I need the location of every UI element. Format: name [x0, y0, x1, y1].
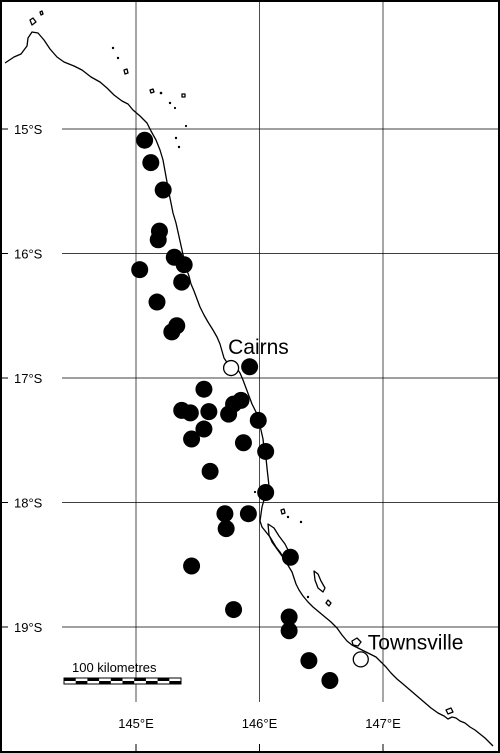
- site-marker: [280, 608, 298, 626]
- site-marker: [217, 520, 235, 538]
- lat-label: 19°S: [14, 620, 43, 635]
- site-marker: [173, 273, 191, 291]
- scale-segment: [145, 681, 158, 684]
- scale-segment: [99, 681, 111, 684]
- island-magnetic: [351, 637, 362, 647]
- site-marker: [321, 672, 339, 690]
- site-marker: [131, 261, 149, 279]
- site-marker: [220, 405, 238, 423]
- site-marker: [136, 131, 154, 149]
- island-north-3: [123, 68, 129, 75]
- graticule: [62, 1, 499, 702]
- site-marker: [281, 548, 299, 566]
- site-marker: [200, 403, 218, 421]
- towns: Cairns Townsville: [222, 336, 464, 668]
- island-dunk: [280, 508, 286, 515]
- town-marker: [222, 359, 240, 377]
- scale-bar-label: 100 kilometres: [72, 660, 157, 675]
- site-marker: [183, 430, 201, 448]
- scale-segment: [122, 681, 135, 684]
- scale-segment: [64, 678, 76, 681]
- lat-label: 15°S: [14, 122, 43, 137]
- lat-label: 16°S: [14, 247, 43, 262]
- scale-segment: [169, 681, 181, 684]
- island-small-1: [325, 599, 332, 607]
- scale-segment: [157, 678, 170, 681]
- island-north-2: [39, 10, 44, 16]
- site-marker: [216, 505, 234, 523]
- site-marker: [195, 420, 213, 438]
- site-marker: [239, 505, 257, 523]
- sampling-sites: [131, 131, 339, 690]
- site-marker: [154, 181, 172, 199]
- site-marker: [183, 557, 201, 575]
- site-marker: [257, 442, 275, 460]
- lon-label: 145°E: [118, 716, 154, 731]
- town-label: Townsville: [368, 631, 464, 654]
- site-marker: [241, 358, 259, 376]
- site-marker: [201, 462, 219, 480]
- town-marker: [352, 651, 369, 668]
- site-marker: [163, 323, 181, 341]
- town-label: Cairns: [228, 336, 289, 359]
- site-marker: [175, 256, 193, 274]
- lon-label: 146°E: [242, 716, 278, 731]
- island-north-5: [181, 93, 186, 98]
- scale-segment: [87, 678, 100, 681]
- site-marker: [149, 231, 167, 249]
- site-marker: [225, 601, 243, 619]
- site-marker: [195, 380, 213, 398]
- scale-segment: [75, 681, 88, 684]
- scale-segment: [110, 678, 123, 681]
- island-palm: [313, 570, 326, 593]
- site-marker: [300, 652, 318, 670]
- coastline-path: [4, 31, 494, 747]
- site-marker: [234, 434, 252, 452]
- lon-label: 147°E: [365, 716, 401, 731]
- lat-label: 18°S: [14, 496, 43, 511]
- site-marker: [142, 154, 160, 172]
- island-north-1: [29, 17, 37, 26]
- site-marker: [181, 404, 199, 422]
- scale-bar-segments: [64, 678, 181, 684]
- site-marker: [257, 484, 275, 502]
- lat-label: 17°S: [14, 371, 43, 386]
- site-marker: [249, 411, 267, 429]
- site-marker: [280, 622, 298, 640]
- scale-segment: [134, 678, 146, 681]
- axis-ticks: 15°S 16°S 17°S 18°S 19°S 145°E 146°E 147°E: [1, 122, 401, 752]
- scale-bar: 100 kilometres: [63, 660, 182, 685]
- island-north-4: [149, 88, 155, 94]
- island-south: [445, 707, 454, 715]
- reef-dots: [111, 46, 310, 599]
- site-marker: [148, 293, 166, 311]
